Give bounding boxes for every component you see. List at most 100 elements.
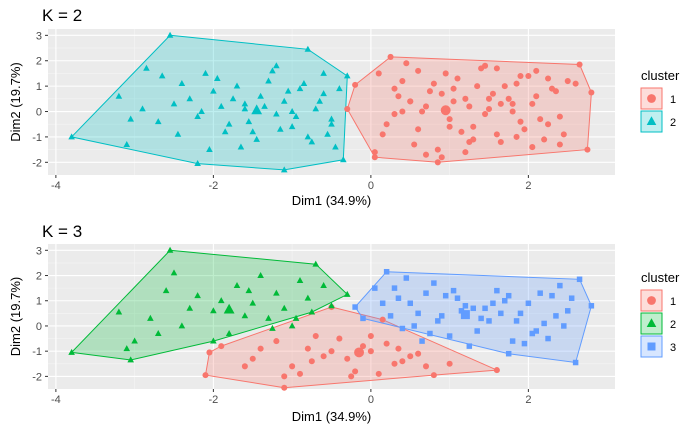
data-point-cluster-2 <box>328 302 335 309</box>
data-point-cluster-1 <box>497 138 504 146</box>
data-point-cluster-1 <box>391 360 398 367</box>
data-point-cluster-1 <box>308 358 315 365</box>
data-point-cluster-1 <box>296 370 304 377</box>
data-point-cluster-1 <box>556 113 563 120</box>
data-point-cluster-3 <box>450 287 457 294</box>
data-point-cluster-1 <box>521 126 528 133</box>
data-point-cluster-1 <box>387 53 394 60</box>
data-point-cluster-1 <box>446 123 453 130</box>
data-point-cluster-1 <box>379 131 386 138</box>
data-point-cluster-3 <box>423 290 429 296</box>
data-point-cluster-1 <box>312 333 319 340</box>
data-point-cluster-1 <box>419 108 426 115</box>
data-point-cluster-1 <box>304 345 311 352</box>
data-point-cluster-3 <box>470 305 476 312</box>
data-point-cluster-2 <box>280 97 288 104</box>
data-point-cluster-1 <box>529 144 536 151</box>
data-point-cluster-3 <box>466 343 473 349</box>
data-point-cluster-1 <box>375 70 382 77</box>
data-point-cluster-1 <box>450 85 457 92</box>
data-point-cluster-1 <box>489 90 496 97</box>
data-point-cluster-3 <box>568 295 575 301</box>
data-point-cluster-1 <box>545 75 552 82</box>
data-point-cluster-1 <box>497 100 504 107</box>
data-point-cluster-1 <box>399 78 406 85</box>
data-point-cluster-2 <box>312 260 320 267</box>
data-point-cluster-3 <box>505 292 512 299</box>
data-point-cluster-3 <box>387 313 394 319</box>
data-point-cluster-1 <box>202 372 209 379</box>
data-point-cluster-1 <box>462 149 469 156</box>
data-point-cluster-2 <box>257 271 264 278</box>
data-point-cluster-2 <box>186 304 194 311</box>
data-point-cluster-2 <box>320 282 327 289</box>
cluster-hull-2 <box>70 249 349 361</box>
legend-marker-2 <box>646 318 657 328</box>
data-point-cluster-1 <box>415 350 422 357</box>
data-point-cluster-2 <box>237 143 245 150</box>
data-point-cluster-2 <box>123 345 131 352</box>
legend-label-1: 1 <box>670 94 676 106</box>
data-point-cluster-1 <box>560 131 567 138</box>
data-point-cluster-1 <box>241 363 248 370</box>
data-point-cluster-1 <box>458 128 465 135</box>
data-point-cluster-1 <box>446 116 453 123</box>
y-tick-label: -2 <box>32 157 42 169</box>
data-point-cluster-3 <box>462 303 469 309</box>
x-tick-label: -4 <box>51 394 61 406</box>
data-point-cluster-3 <box>529 330 536 337</box>
data-point-cluster-1 <box>367 348 374 355</box>
chart-panel-1: K = 2 -4 -2 0 2 -2 -1 0 1 2 3 Dim1 (34.9%) Dim2 (19.… <box>8 6 680 208</box>
data-point-cluster-1 <box>434 146 441 153</box>
data-point-cluster-2 <box>265 314 272 321</box>
data-point-cluster-2 <box>214 74 221 81</box>
data-point-cluster-2 <box>178 322 186 329</box>
data-point-cluster-2 <box>249 299 257 306</box>
data-point-cluster-2 <box>202 69 209 76</box>
data-point-cluster-1 <box>411 141 418 148</box>
data-point-cluster-2 <box>257 92 264 99</box>
data-point-cluster-2 <box>300 80 308 87</box>
data-point-cluster-1 <box>584 146 591 153</box>
data-point-cluster-1 <box>375 370 382 377</box>
data-point-cluster-2 <box>288 107 296 114</box>
data-point-cluster-2 <box>304 294 312 301</box>
data-point-cluster-1 <box>257 345 264 352</box>
data-point-cluster-2 <box>174 130 182 137</box>
data-point-cluster-1 <box>517 118 524 125</box>
data-point-cluster-1 <box>576 61 583 68</box>
data-point-cluster-3 <box>521 340 528 347</box>
data-point-cluster-2 <box>221 128 229 135</box>
data-point-cluster-1 <box>359 343 367 350</box>
data-point-cluster-2 <box>324 130 331 137</box>
y-tick-label: 2 <box>36 56 42 68</box>
data-point-cluster-1 <box>529 100 536 107</box>
data-point-cluster-1 <box>415 67 422 74</box>
y-tick-label: -1 <box>32 346 42 358</box>
cluster-centroid-3 <box>460 310 470 320</box>
data-point-cluster-3 <box>454 295 461 301</box>
data-point-cluster-1 <box>249 355 256 362</box>
data-point-cluster-3 <box>525 300 532 307</box>
data-point-cluster-3 <box>435 318 441 324</box>
data-point-cluster-1 <box>505 95 512 102</box>
data-point-cluster-2 <box>127 115 134 122</box>
data-point-cluster-2 <box>269 324 276 331</box>
y-tick-label: 0 <box>36 107 42 119</box>
data-point-cluster-3 <box>565 308 571 314</box>
y-tick-label: -2 <box>32 371 42 383</box>
data-point-cluster-1 <box>541 136 548 143</box>
data-point-cluster-2 <box>210 337 217 344</box>
data-point-cluster-1 <box>422 103 430 110</box>
data-point-cluster-2 <box>170 269 178 276</box>
data-point-cluster-3 <box>502 297 508 304</box>
data-point-cluster-2 <box>217 297 225 304</box>
data-point-cluster-2 <box>68 348 75 355</box>
data-point-cluster-3 <box>553 313 559 319</box>
data-point-cluster-1 <box>395 93 402 100</box>
legend-label-1: 1 <box>670 296 676 308</box>
data-point-cluster-2 <box>131 337 138 344</box>
data-point-cluster-3 <box>498 310 504 317</box>
data-point-cluster-1 <box>281 373 288 380</box>
